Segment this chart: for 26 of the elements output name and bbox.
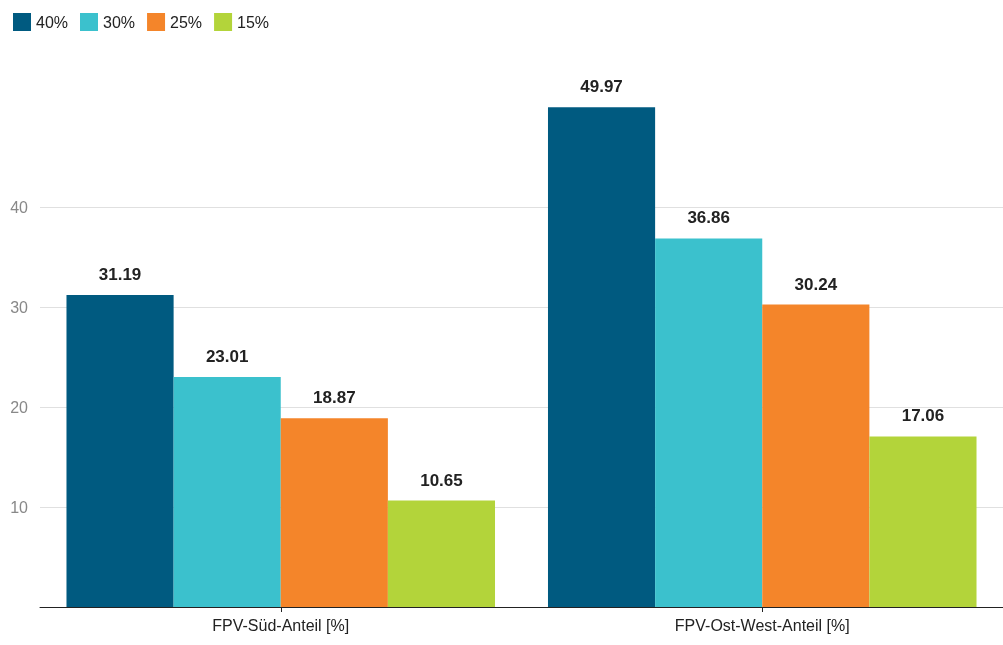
bar — [655, 238, 763, 607]
data-label: 23.01 — [205, 346, 249, 366]
legend-label: 15% — [237, 13, 270, 31]
data-label: 10.65 — [420, 470, 463, 490]
bar — [66, 295, 174, 607]
y-tick-label: 10 — [10, 498, 29, 516]
x-tick-label: FPV-Süd-Anteil [%] — [212, 616, 350, 634]
bar — [280, 418, 388, 607]
bar — [173, 376, 281, 607]
data-label: 36.86 — [687, 208, 730, 228]
data-label: 17.06 — [901, 406, 945, 426]
y-tick-label: 40 — [10, 198, 29, 216]
data-label: 49.97 — [580, 77, 623, 97]
data-label: 31.19 — [98, 265, 142, 285]
legend-label: 30% — [103, 13, 136, 31]
legend-label: 40% — [36, 13, 69, 31]
bar — [762, 304, 870, 607]
legend-label: 25% — [170, 13, 203, 31]
data-label: 30.24 — [794, 274, 838, 294]
y-tick-label: 20 — [10, 398, 29, 416]
bar — [869, 436, 977, 607]
x-tick-label: FPV-Ost-West-Anteil [%] — [674, 616, 850, 634]
bar — [547, 107, 656, 607]
y-tick-label: 30 — [10, 298, 29, 316]
bar — [387, 500, 496, 607]
data-label: 18.87 — [313, 388, 356, 408]
